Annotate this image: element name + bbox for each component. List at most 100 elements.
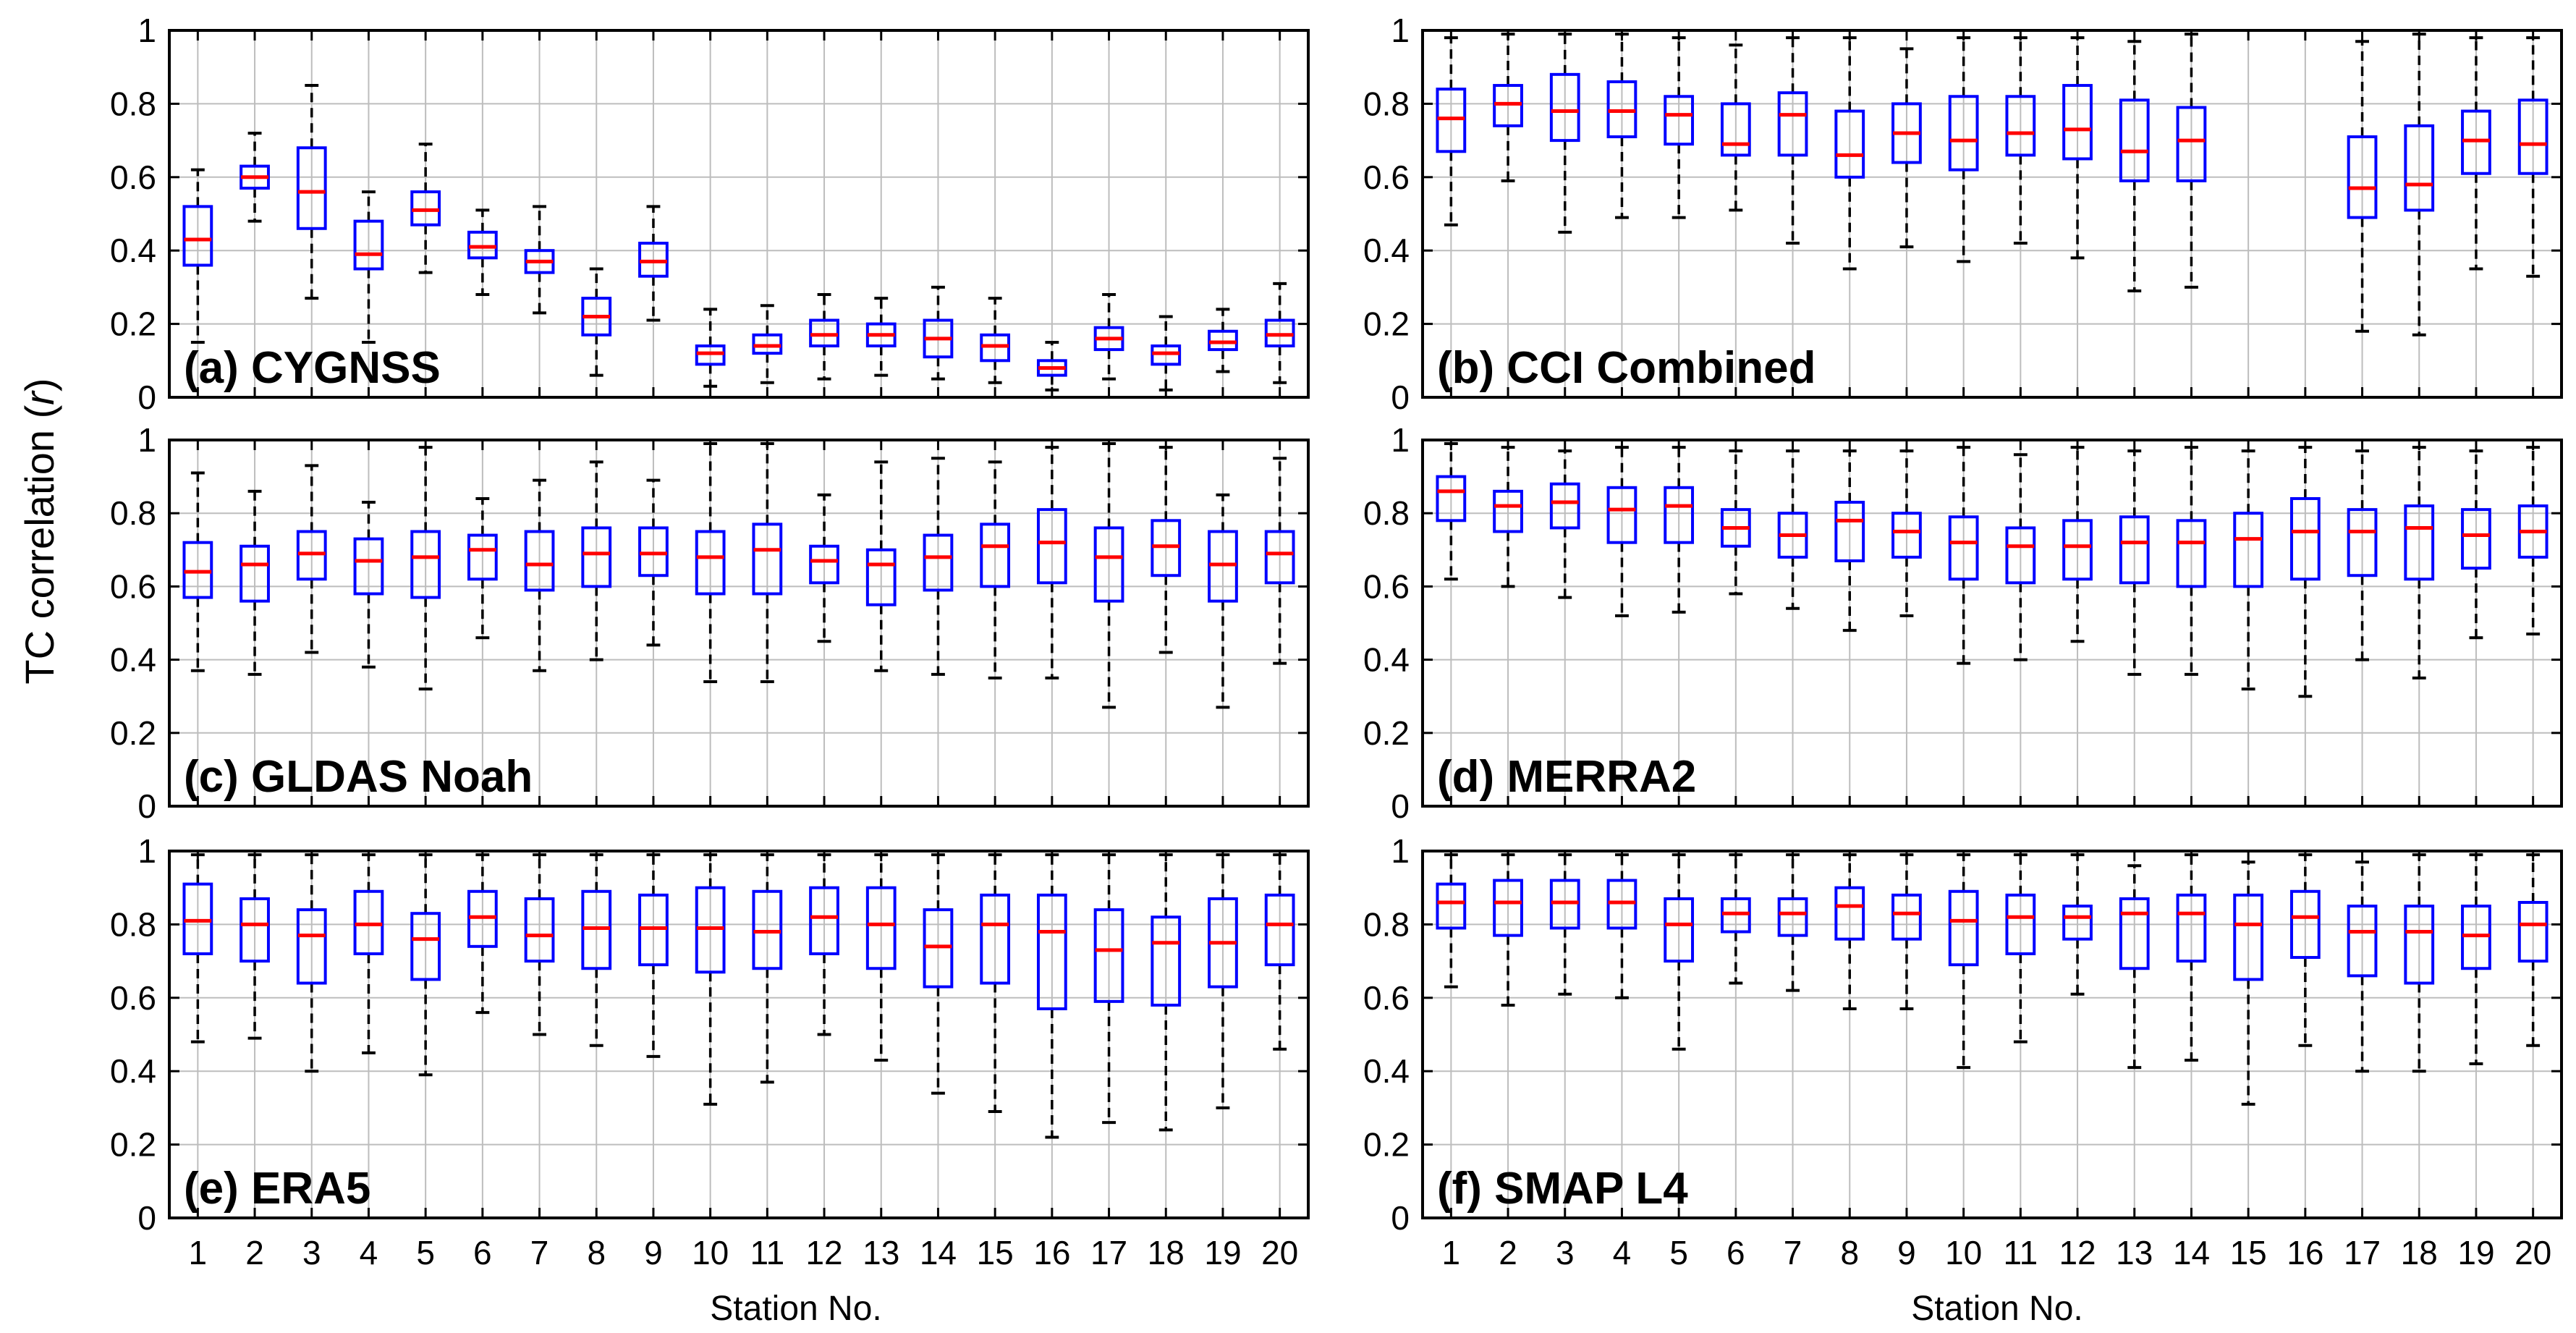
panel-c-ytick-label: 0.4 <box>110 641 156 679</box>
panel-c-box-8 <box>581 460 612 661</box>
iqr-box <box>2404 124 2435 212</box>
panel-e-xtick-label: 6 <box>473 1234 492 1271</box>
iqr-box <box>581 889 612 970</box>
panel-a-box-13 <box>865 297 897 377</box>
panel-c-frame <box>168 439 1310 808</box>
panel-f-box-16 <box>2289 853 2321 1047</box>
iqr-box <box>1606 486 1637 544</box>
iqr-box <box>1264 893 1295 967</box>
panel-c-box-3 <box>296 464 327 654</box>
panel-f-box-10 <box>1948 853 1979 1070</box>
iqr-box <box>1664 897 1695 963</box>
iqr-box <box>2289 496 2321 581</box>
panel-e-box-3 <box>296 853 327 1073</box>
panel-d-box-11 <box>2005 453 2036 661</box>
panel-a-box-3 <box>296 84 327 300</box>
panel-b-ytick-label: 0.8 <box>1363 85 1410 122</box>
panel-e-box-20 <box>1264 853 1295 1051</box>
panel-a-ytick-label: 0.4 <box>110 232 156 269</box>
panel-b-box-18 <box>2404 33 2435 337</box>
panel-c-box-10 <box>695 442 726 683</box>
panel-f-ytick-label: 0.6 <box>1363 979 1410 1017</box>
iqr-box <box>1036 508 1067 585</box>
panel-d-box-18 <box>2404 446 2435 680</box>
panel-e-ytick-label: 0 <box>137 1199 156 1237</box>
iqr-box <box>1606 80 1637 139</box>
iqr-box <box>809 544 839 585</box>
panel-c-box-14 <box>923 457 954 676</box>
iqr-box <box>638 526 669 577</box>
iqr-box <box>2119 98 2150 182</box>
panel-b-ytick-label: 1 <box>1391 12 1410 49</box>
iqr-box <box>1436 88 1467 153</box>
panel-b-box-9 <box>1891 47 1922 249</box>
panel-b-box-20 <box>2517 36 2549 278</box>
panel-e-xtick-label: 12 <box>805 1234 842 1271</box>
panel-e-xtick-label: 14 <box>920 1234 957 1271</box>
iqr-box <box>2289 889 2321 960</box>
iqr-box <box>467 533 498 581</box>
iqr-box <box>296 146 327 230</box>
panel-d-box-9 <box>1891 449 1922 617</box>
panel-d-frame <box>1421 439 2563 808</box>
iqr-box <box>2062 519 2093 581</box>
panel-c-box-20 <box>1264 457 1295 665</box>
iqr-box <box>980 333 1011 363</box>
panel-d-box-16 <box>2289 446 2321 698</box>
iqr-box <box>1151 344 1182 366</box>
panel-c-ytick-label: 0.8 <box>110 494 156 532</box>
panel-d-box-13 <box>2119 449 2150 676</box>
iqr-box <box>182 541 213 599</box>
panel-b-ytick-label: 0 <box>1391 378 1410 416</box>
panel-a-label: (a) CYGNSS <box>184 343 441 393</box>
panel-d-box-17 <box>2347 449 2378 661</box>
panel-c-ytick-label: 0.6 <box>110 567 156 605</box>
iqr-box <box>353 219 384 271</box>
panel-f-box-14 <box>2176 853 2207 1062</box>
iqr-box <box>2347 135 2378 219</box>
panel-c-ytick-label: 0 <box>137 787 156 825</box>
panel-b-box-2 <box>1493 33 1523 182</box>
iqr-box <box>865 548 897 606</box>
panel-e-box-10 <box>695 853 726 1106</box>
panel-e-xtick-label: 5 <box>416 1234 435 1271</box>
panel-f-xtick-label: 10 <box>1945 1234 1982 1271</box>
panel-e-box-18 <box>1151 853 1182 1132</box>
panel-b-label: (b) CCI Combined <box>1437 343 1816 393</box>
panel-e-xtick-label: 3 <box>302 1234 321 1271</box>
iqr-box <box>923 533 954 592</box>
panel-f-xtick-label: 19 <box>2457 1234 2494 1271</box>
iqr-box <box>1720 897 1751 934</box>
panel-b-ytick-label: 0.6 <box>1363 158 1410 196</box>
iqr-box <box>1208 329 1238 352</box>
panel-f-xtick-label: 2 <box>1499 1234 1517 1271</box>
panel-a-box-15 <box>980 297 1011 384</box>
panel-d-box-6 <box>1720 449 1751 596</box>
iqr-box <box>182 205 213 267</box>
iqr-box <box>410 912 441 981</box>
panel-a-box-8 <box>581 267 612 377</box>
panel-e-xtick-label: 11 <box>750 1234 784 1271</box>
iqr-box <box>2119 897 2150 970</box>
panel-e-box-17 <box>1093 853 1124 1125</box>
panel-f-box-4 <box>1606 853 1637 999</box>
panel-d-box-7 <box>1777 449 1808 610</box>
iqr-box <box>695 344 726 366</box>
panel-e-box-8 <box>581 853 612 1047</box>
panel-c-box-5 <box>410 446 441 691</box>
iqr-box <box>2062 84 2093 161</box>
panel-f: 00.20.40.60.811 2 3 4 5 6 7 8 9 10 11 12 13 14 15 16 17 1… <box>1363 832 2563 1271</box>
x-axis-label-left: Station No. <box>710 1290 881 1328</box>
panel-d-box-10 <box>1948 446 1979 665</box>
panel-e-xtick-label: 10 <box>692 1234 729 1271</box>
panel-e-box-14 <box>923 853 954 1095</box>
panel-d-ytick-label: 0 <box>1391 787 1410 825</box>
panel-d-ytick-label: 0.2 <box>1363 714 1410 752</box>
panel-e-box-16 <box>1036 853 1067 1139</box>
x-axis-label-right: Station No. <box>1911 1290 2083 1328</box>
iqr-box <box>1493 879 1523 937</box>
panel-c-ytick-label: 0.2 <box>110 714 156 752</box>
iqr-box <box>1720 102 1751 157</box>
panel-a-frame <box>168 29 1310 399</box>
panel-f-box-8 <box>1834 853 1865 1011</box>
